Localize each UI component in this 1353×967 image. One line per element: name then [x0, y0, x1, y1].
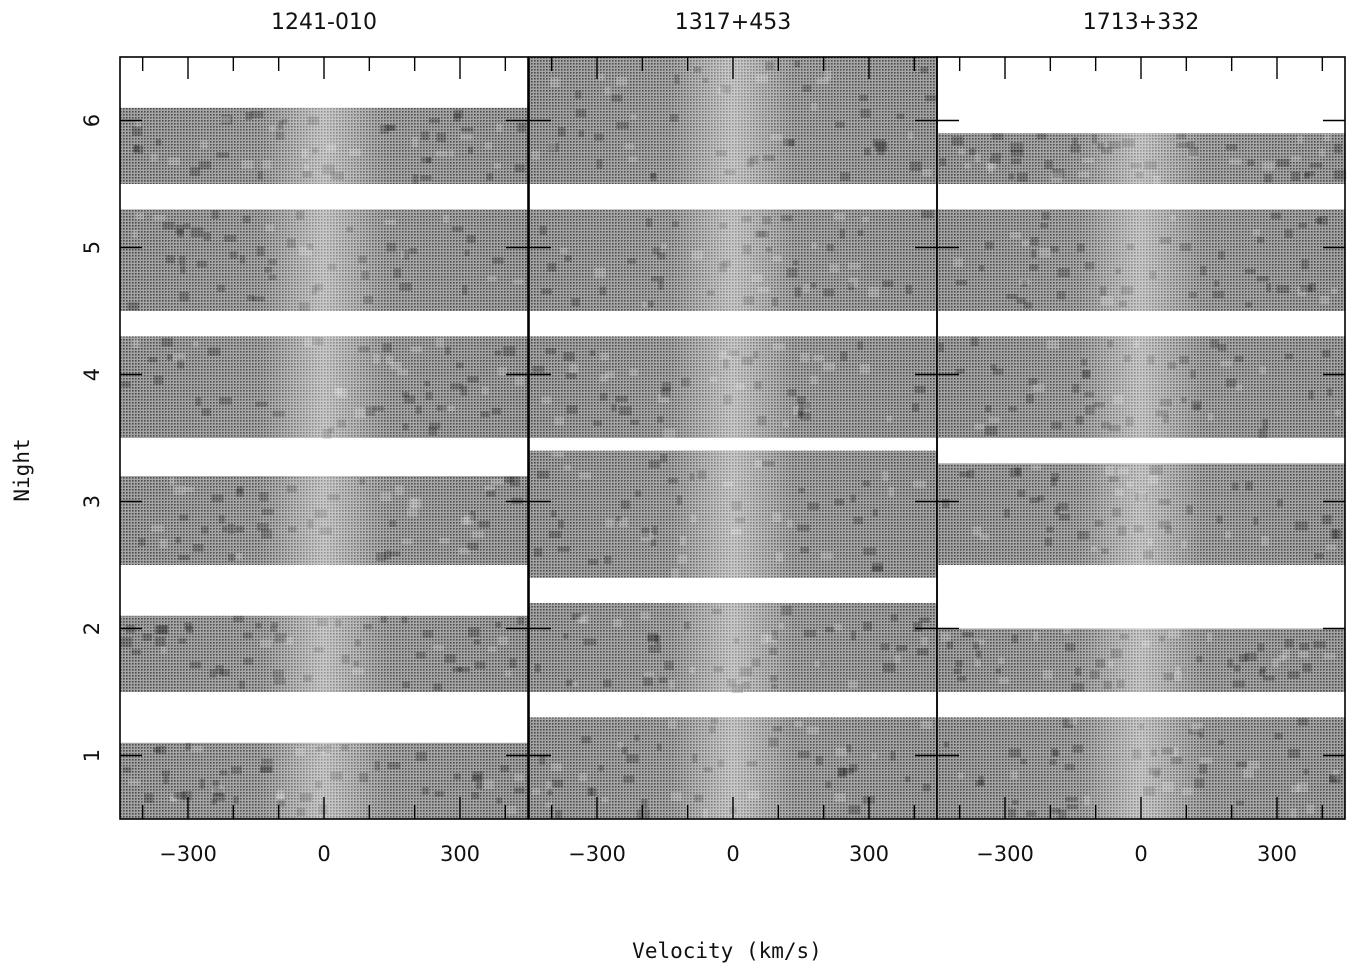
strip-line-glow [937, 463, 1345, 565]
panel-title: 1241-010 [271, 10, 377, 35]
x-tick-label: 0 [1134, 842, 1147, 866]
x-tick-label: 300 [849, 842, 889, 866]
panel-3: −300 0 300 1713+332 [936, 10, 1347, 866]
x-tick-label: −300 [568, 842, 626, 866]
x-tick-label: 300 [1257, 842, 1297, 866]
x-tick-label: 0 [317, 842, 330, 866]
y-tick-label: 3 [80, 495, 104, 508]
x-axis-label: Velocity (km/s) [632, 939, 822, 963]
y-tick-label: 2 [80, 622, 104, 635]
x-tick-label: −300 [159, 842, 217, 866]
panel-title: 1317+453 [675, 10, 791, 35]
y-tick-label: 4 [80, 368, 104, 381]
y-axis-label: Night [10, 438, 34, 501]
panel-1: −300 0 300 1241-010 [119, 10, 529, 866]
strip-line-glow [120, 107, 528, 184]
strip-line-glow [937, 336, 1345, 438]
strip-line-glow [529, 336, 937, 438]
strip-line-glow [937, 133, 1345, 184]
y-tick-label: 5 [80, 241, 104, 254]
strip-line-glow [937, 628, 1345, 692]
strip-line-glow [120, 476, 528, 565]
panel-title: 1713+332 [1083, 10, 1199, 35]
y-tick-label: 1 [80, 749, 104, 762]
y-tick-label: 6 [80, 114, 104, 127]
strip-line-glow [120, 209, 528, 311]
labels-layer: Velocity (km/s) Night [10, 438, 822, 963]
strip-line-glow [120, 615, 528, 692]
x-tick-label: 300 [440, 842, 480, 866]
strip-line-glow [529, 603, 937, 692]
strip-line-glow [120, 336, 528, 438]
x-tick-label: −300 [976, 842, 1034, 866]
strip-line-glow [937, 209, 1345, 311]
x-tick-label: 0 [726, 842, 739, 866]
panels-layer: −300 0 300 1241-010 −300 0 300 1317+453 −300 0 300… [80, 10, 1347, 866]
strip-line-glow [529, 209, 937, 311]
panel-2: −300 0 300 1317+453 [528, 10, 938, 866]
strip-line-glow [529, 450, 937, 578]
